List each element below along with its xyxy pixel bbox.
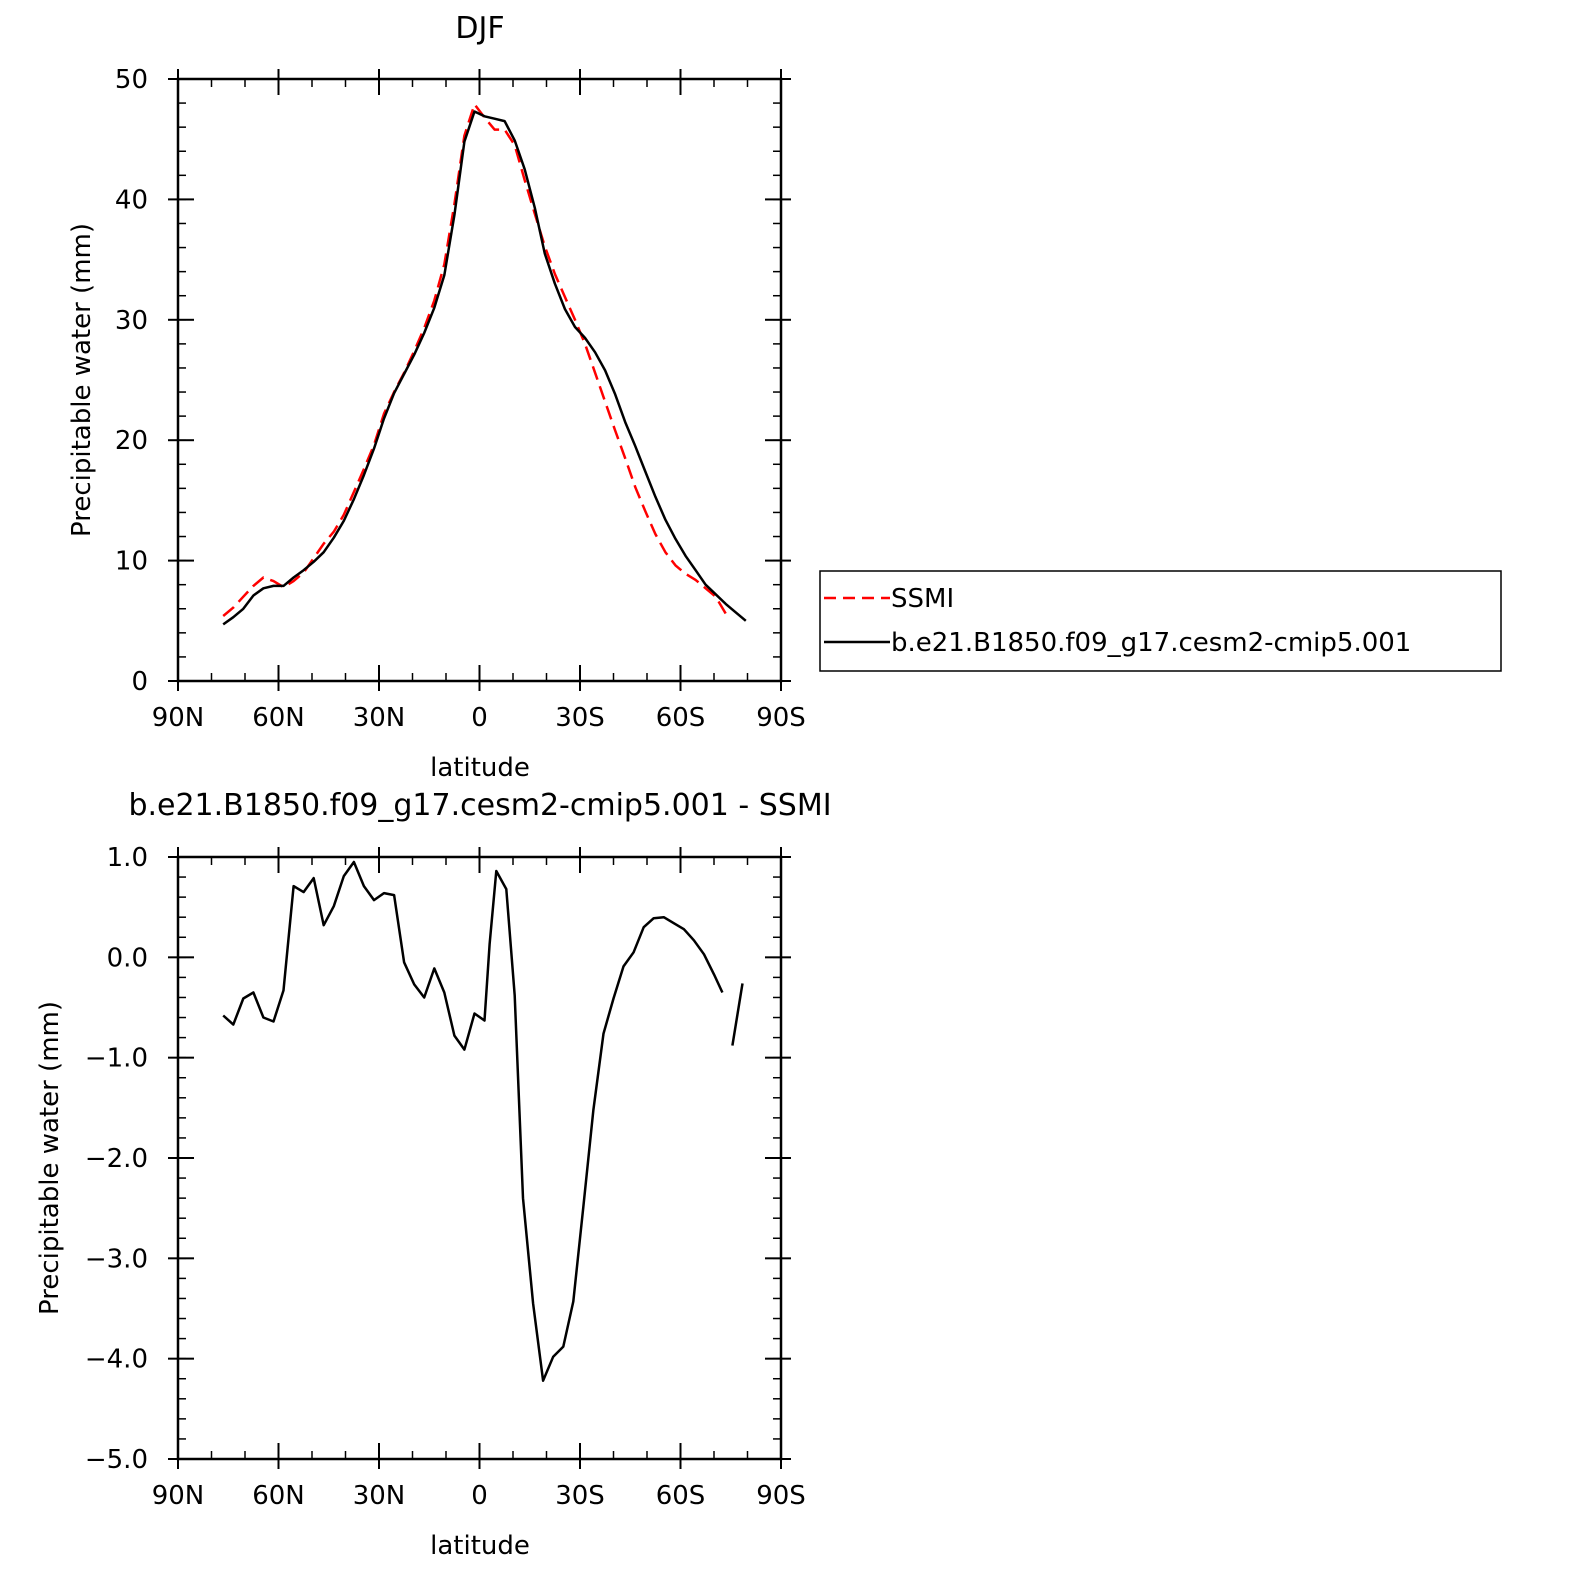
bottom-panel-title: b.e21.B1850.f09_g17.cesm2-cmip5.001 - SS…: [128, 788, 831, 823]
bottom-x-tick-label: 0: [471, 1481, 488, 1511]
bottom-y-tick-label: 0.0: [107, 943, 148, 973]
top-panel: DJF 90N 60N 30N 0 30S 60S 90S 0 10 20 30 40 50 latit…: [67, 11, 1502, 783]
top-y-tick-label: 20: [115, 426, 148, 456]
bottom-y-tick-label: −5.0: [85, 1445, 148, 1475]
top-panel-title: DJF: [455, 11, 504, 46]
top-axis-ticks: [168, 69, 791, 691]
top-x-tick-label: 30N: [353, 703, 406, 733]
legend: SSMI b.e21.B1850.f09_g17.cesm2-cmip5.001: [819, 570, 1502, 672]
bottom-xlabel: latitude: [430, 1531, 530, 1561]
top-series-line-2: [222, 110, 747, 626]
legend-model-label: b.e21.B1850.f09_g17.cesm2-cmip5.001: [891, 628, 1411, 658]
bottom-y-tick-label: −1.0: [85, 1044, 148, 1074]
bottom-y-tick-label: −2.0: [85, 1144, 148, 1174]
bottom-x-tick-label: 30S: [555, 1481, 605, 1511]
top-y-tick-label: 50: [115, 65, 148, 95]
bottom-series-line-1-segment-1: [222, 860, 724, 1382]
top-y-tick-label: 0: [131, 667, 148, 697]
top-series-lines: [222, 103, 747, 626]
legend-ssmi-label: SSMI: [891, 584, 954, 614]
bottom-panel: b.e21.B1850.f09_g17.cesm2-cmip5.001 - SS…: [35, 788, 832, 1561]
top-y-tick-label: 30: [115, 306, 148, 336]
top-x-tick-label: 30S: [555, 703, 605, 733]
bottom-x-tick-label: 90S: [756, 1481, 806, 1511]
bottom-x-tick-label: 30N: [353, 1481, 406, 1511]
bottom-plot-frame: [176, 855, 783, 1461]
top-x-tick-label: 60S: [656, 703, 706, 733]
top-series-line-1: [222, 103, 727, 617]
top-x-tick-label: 90S: [756, 703, 806, 733]
bottom-x-tick-label: 90N: [152, 1481, 205, 1511]
bottom-x-tick-label: 60N: [252, 1481, 305, 1511]
top-x-tick-label: 60N: [252, 703, 305, 733]
top-x-tick-label: 0: [471, 703, 488, 733]
bottom-tick-labels: 90N 60N 30N 0 30S 60S 90S 1.0 0.0 −1.0 −2.0 −3.0 −4.…: [85, 843, 806, 1511]
bottom-series-line-1-segment-2: [731, 983, 744, 1046]
top-y-tick-label: 10: [115, 547, 148, 577]
bottom-axis-ticks: [168, 847, 791, 1469]
bottom-y-tick-label: −4.0: [85, 1345, 148, 1375]
top-xlabel: latitude: [430, 753, 530, 783]
bottom-ylabel: Precipitable water (mm): [35, 1001, 65, 1315]
top-ylabel: Precipitable water (mm): [67, 223, 97, 537]
bottom-y-tick-label: 1.0: [107, 843, 148, 873]
top-tick-labels: 90N 60N 30N 0 30S 60S 90S 0 10 20 30 40 50: [115, 65, 806, 733]
bottom-y-tick-label: −3.0: [85, 1244, 148, 1274]
legend-box: [819, 570, 1502, 672]
top-plot-frame: [176, 77, 783, 683]
bottom-x-tick-label: 60S: [656, 1481, 706, 1511]
top-x-tick-label: 90N: [152, 703, 205, 733]
top-y-tick-label: 40: [115, 185, 148, 215]
bottom-series-lines: [222, 860, 744, 1382]
